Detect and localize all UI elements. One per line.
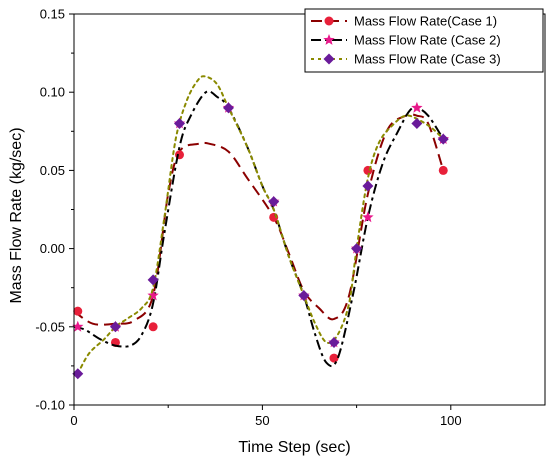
x-tick-label: 0 xyxy=(70,413,77,428)
series-3-marker xyxy=(72,368,84,380)
series-3-marker xyxy=(351,243,363,255)
series-3-marker xyxy=(298,290,310,302)
legend-label: Mass Flow Rate(Case 1) xyxy=(354,14,497,29)
series-3-marker xyxy=(174,117,186,129)
series-2 xyxy=(72,90,449,368)
series-layer xyxy=(72,75,449,380)
y-tick-label: 0.05 xyxy=(40,163,65,178)
legend-swatch-marker xyxy=(323,34,335,45)
series-1-line xyxy=(73,113,445,326)
legend-swatch-marker xyxy=(324,16,334,26)
series-3-marker xyxy=(362,180,374,192)
series-2-marker xyxy=(362,211,374,223)
series-1-marker xyxy=(148,322,158,332)
series-1-marker xyxy=(438,165,448,175)
plot-frame xyxy=(73,13,546,406)
x-axis-title: Time Step (sec) xyxy=(238,439,350,456)
y-tick-label: 0.15 xyxy=(40,7,65,22)
axes-layer: 0 50 100 -0.10 -0.05 0.00 0.05 0.10 0.15 xyxy=(35,7,461,429)
series-1-marker xyxy=(329,353,339,363)
series-1-marker xyxy=(73,306,83,316)
legend-swatch-marker xyxy=(323,53,335,65)
series-3-marker xyxy=(437,133,449,145)
series-2-marker xyxy=(147,289,159,301)
legend-label: Mass Flow Rate (Case 2) xyxy=(354,33,501,48)
x-tick-label: 50 xyxy=(255,413,269,428)
series-1 xyxy=(73,113,448,363)
series-3-marker xyxy=(222,102,234,114)
series-3-marker xyxy=(411,117,423,129)
series-3-marker xyxy=(147,274,159,286)
y-tick-label: -0.10 xyxy=(35,398,65,413)
series-2-line xyxy=(73,90,445,368)
x-tick-label: 100 xyxy=(440,413,462,428)
y-tick-label: 0.00 xyxy=(40,241,65,256)
y-tick-label: -0.05 xyxy=(35,319,65,334)
series-3-marker xyxy=(109,321,121,333)
series-2-marker xyxy=(411,101,423,113)
y-tick-label: 0.10 xyxy=(40,85,65,100)
series-3 xyxy=(72,75,449,380)
series-3-line xyxy=(76,75,445,375)
y-axis-title: Mass Flow Rate (kg/sec) xyxy=(8,127,25,303)
legend-label: Mass Flow Rate (Case 3) xyxy=(354,52,501,67)
series-3-marker xyxy=(268,196,280,208)
series-3-marker xyxy=(328,336,340,348)
series-2-marker xyxy=(72,320,84,332)
legend-box xyxy=(304,8,544,73)
legend: Mass Flow Rate(Case 1) Mass Flow Rate (Ca… xyxy=(304,8,544,73)
